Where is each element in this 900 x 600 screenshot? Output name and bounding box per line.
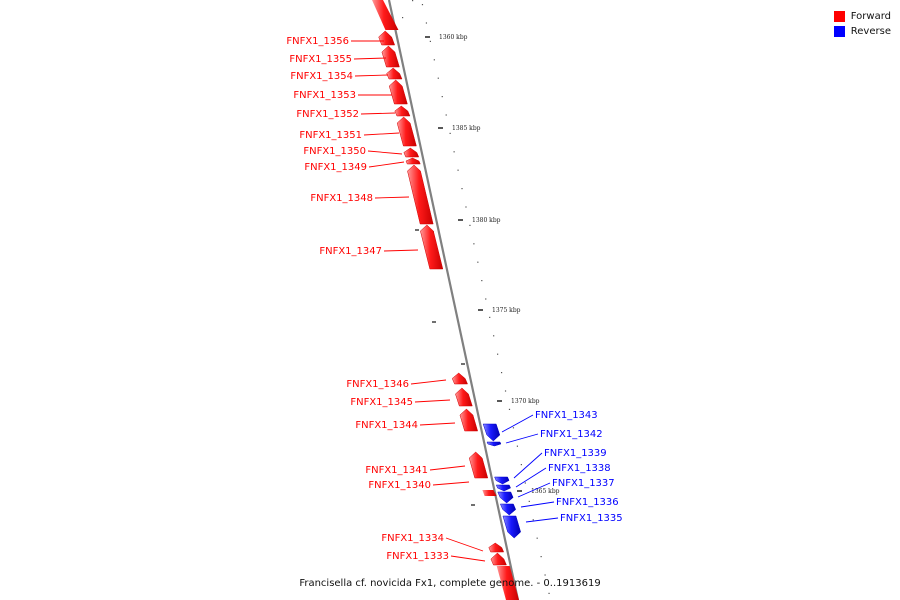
- gene-label: FNFX1_1336: [556, 497, 619, 508]
- gene-features: [372, 0, 521, 600]
- label-leader-line: [445, 537, 484, 552]
- gene-block: [497, 491, 514, 504]
- gene-label: FNFX1_1349: [304, 162, 367, 173]
- gene-block: [388, 79, 408, 105]
- gene-block: [451, 372, 468, 385]
- label-leader-line: [432, 481, 470, 486]
- tick-label: 1370 kbp: [511, 398, 540, 405]
- label-leader-line: [414, 399, 451, 403]
- gene-label: FNFX1_1340: [368, 480, 431, 491]
- label-leader-line: [501, 414, 534, 433]
- gene-block: [494, 476, 510, 485]
- gene-label: FNFX1_1347: [319, 246, 382, 257]
- gene-label: FNFX1_1353: [293, 90, 356, 101]
- gene-block: [502, 515, 521, 539]
- gene-label: FNFX1_1342: [540, 429, 603, 440]
- gene-block: [386, 67, 403, 80]
- gene-block: [405, 157, 421, 165]
- gene-label: FNFX1_1335: [560, 513, 623, 524]
- gene-block: [490, 552, 507, 566]
- label-leader-line: [360, 112, 396, 115]
- label-leader-line: [525, 517, 559, 523]
- gene-block: [495, 484, 511, 492]
- gene-label: FNFX1_1350: [303, 146, 366, 157]
- legend: Forward Reverse: [833, 9, 891, 39]
- label-leader-line: [517, 482, 551, 498]
- label-leader-line: [367, 150, 403, 155]
- gene-label: FNFX1_1346: [346, 379, 409, 390]
- tick-label: 1365 kbp: [531, 488, 560, 495]
- gene-label: FNFX1_1354: [290, 71, 353, 82]
- backbone-line: [387, 0, 520, 600]
- label-leader-line: [450, 555, 486, 562]
- label-leader-line: [429, 465, 466, 471]
- genome-caption: Francisella cf. novicida Fx1, complete g…: [299, 578, 601, 589]
- gene-block: [486, 441, 502, 447]
- gene-label: FNFX1_1345: [350, 397, 413, 408]
- label-leader-line: [520, 501, 555, 508]
- legend-reverse-label: Reverse: [850, 26, 891, 37]
- tick-label: 1385 kbp: [452, 125, 481, 132]
- gene-block: [407, 164, 434, 225]
- gene-block: [372, 0, 399, 30]
- gene-label: FNFX1_1351: [299, 130, 362, 141]
- gene-block: [420, 224, 444, 270]
- gene-block: [482, 423, 501, 442]
- gene-label: FNFX1_1339: [544, 448, 607, 459]
- label-leader-line: [368, 161, 405, 168]
- legend-forward-label: Forward: [850, 11, 891, 22]
- label-leader-line: [353, 57, 387, 60]
- gene-label: FNFX1_1343: [535, 410, 598, 421]
- gene-label: FNFX1_1356: [286, 36, 349, 47]
- gene-block: [455, 387, 473, 407]
- legend-forward: Forward: [833, 9, 891, 24]
- gene-label: FNFX1_1344: [355, 420, 418, 431]
- legend-reverse: Reverse: [833, 24, 891, 39]
- tick-label: 1375 kbp: [492, 307, 521, 314]
- gene-label: FNFX1_1355: [289, 54, 352, 65]
- label-leader-line: [515, 467, 547, 488]
- gene-label: FNFX1_1352: [296, 109, 359, 120]
- minor-tick-dots: [402, 0, 550, 594]
- label-leader-line: [354, 74, 389, 77]
- gene-block: [482, 490, 497, 496]
- label-leader-line: [513, 452, 543, 479]
- gene-block: [496, 566, 519, 600]
- gene-block: [394, 105, 411, 117]
- gene-block: [499, 503, 517, 516]
- label-leader-line: [505, 433, 539, 444]
- gene-block: [488, 542, 505, 553]
- gene-label: FNFX1_1334: [381, 533, 444, 544]
- gene-block: [378, 30, 396, 46]
- gene-labels: FNFX1_1356 FNFX1_1355 FNFX1_1354 FNFX1_1353…: [286, 36, 622, 562]
- label-leader-line: [410, 379, 447, 385]
- gene-block: [396, 116, 417, 147]
- tick-label: 1360 kbp: [439, 34, 468, 41]
- tick-marks: 1360 kbp 1365 kbp 1370 kbp 1375 kbp 1380 kbp…: [415, 34, 560, 506]
- gene-label: FNFX1_1348: [310, 193, 373, 204]
- gene-label: FNFX1_1338: [548, 463, 611, 474]
- label-leader-line: [383, 249, 419, 252]
- reverse-swatch: [833, 26, 845, 37]
- label-leader-line: [419, 422, 456, 426]
- gene-label: FNFX1_1333: [386, 551, 449, 562]
- gene-block: [468, 451, 489, 479]
- forward-swatch: [833, 11, 845, 22]
- gene-block: [459, 408, 478, 432]
- gene-block: [403, 147, 420, 158]
- gene-label: FNFX1_1337: [552, 478, 615, 489]
- tick-label: 1380 kbp: [472, 217, 501, 224]
- gene-label: FNFX1_1341: [365, 465, 428, 476]
- label-leader-line: [374, 196, 410, 199]
- gene-block: [381, 45, 400, 68]
- label-leader-line: [363, 132, 400, 136]
